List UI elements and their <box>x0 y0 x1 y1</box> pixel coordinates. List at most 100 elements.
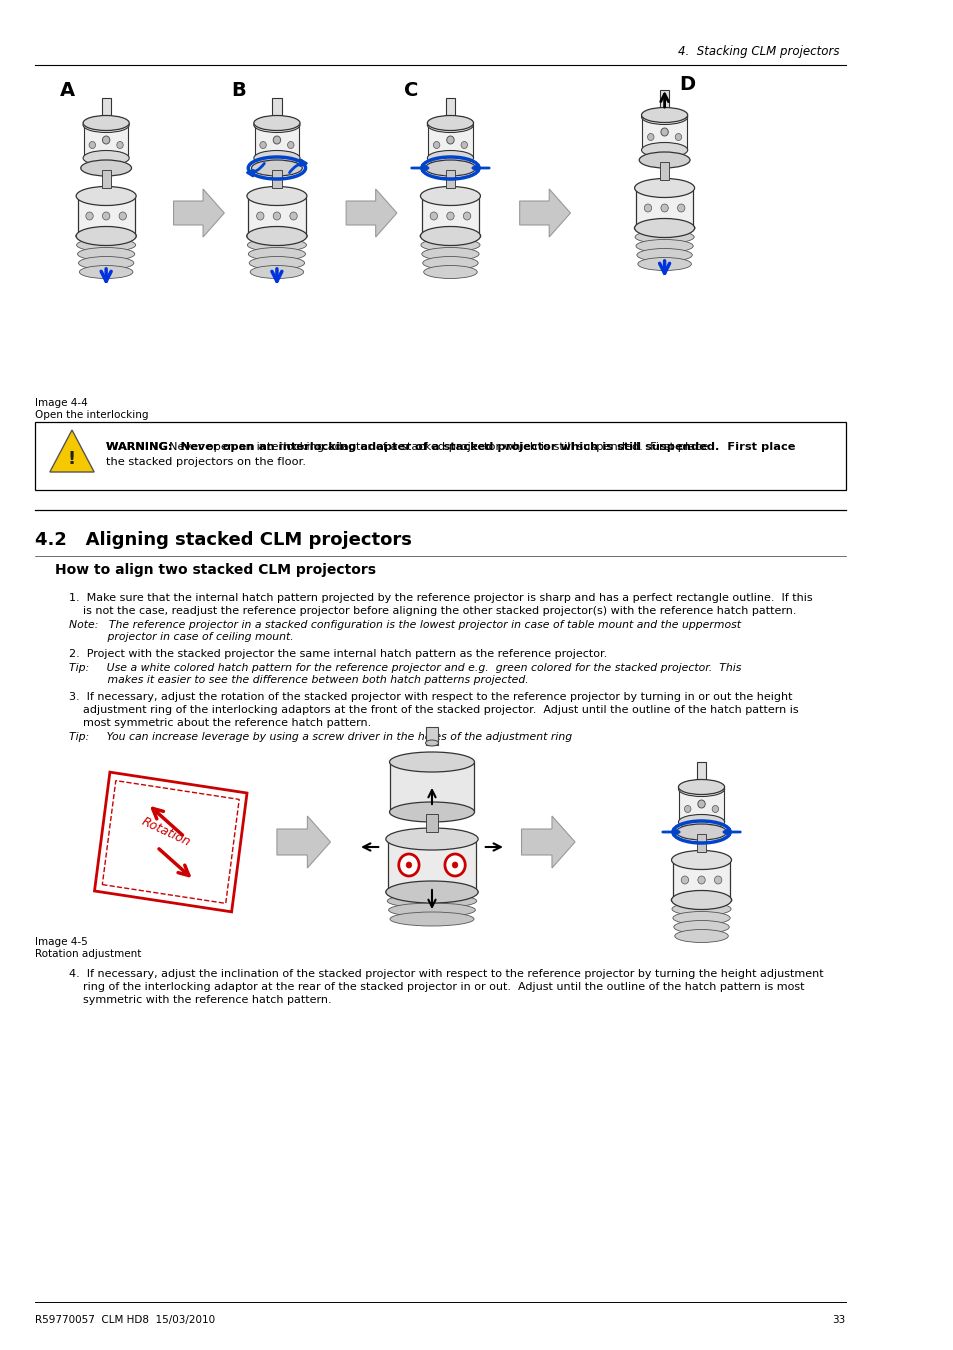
Text: symmetric with the reference hatch pattern.: symmetric with the reference hatch patte… <box>70 995 332 1004</box>
Ellipse shape <box>81 161 132 176</box>
Circle shape <box>680 876 688 884</box>
Circle shape <box>102 212 110 220</box>
Circle shape <box>452 863 457 868</box>
Ellipse shape <box>76 186 136 205</box>
Bar <box>426 728 437 745</box>
Circle shape <box>273 136 280 144</box>
Bar <box>77 198 134 236</box>
Ellipse shape <box>635 231 694 243</box>
Ellipse shape <box>427 150 473 166</box>
Bar <box>697 834 705 852</box>
Bar <box>426 814 437 832</box>
Ellipse shape <box>253 117 299 132</box>
Ellipse shape <box>253 150 299 166</box>
Bar <box>272 170 281 188</box>
Ellipse shape <box>76 227 136 246</box>
Ellipse shape <box>678 814 724 829</box>
Circle shape <box>677 204 684 212</box>
Ellipse shape <box>83 116 129 131</box>
Circle shape <box>675 134 681 140</box>
Bar <box>428 126 472 158</box>
Ellipse shape <box>636 239 693 252</box>
Bar <box>445 170 455 188</box>
Bar <box>390 761 473 811</box>
Ellipse shape <box>634 178 694 197</box>
Circle shape <box>460 142 467 148</box>
Text: adjustment ring of the interlocking adaptors at the front of the stacked project: adjustment ring of the interlocking adap… <box>70 705 798 716</box>
Bar <box>679 788 723 822</box>
Ellipse shape <box>247 239 306 251</box>
Ellipse shape <box>385 828 477 850</box>
Circle shape <box>697 801 704 809</box>
Text: C: C <box>404 81 418 100</box>
Ellipse shape <box>425 161 476 176</box>
Text: 3.  If necessary, adjust the rotation of the stacked projector with respect to t: 3. If necessary, adjust the rotation of … <box>70 693 792 702</box>
Circle shape <box>697 876 704 884</box>
Circle shape <box>89 142 95 148</box>
Text: most symmetric about the reference hatch pattern.: most symmetric about the reference hatch… <box>70 718 371 728</box>
Text: Note:   The reference projector in a stacked configuration is the lowest project: Note: The reference projector in a stack… <box>70 620 740 630</box>
Ellipse shape <box>78 256 133 270</box>
Circle shape <box>406 863 412 868</box>
Bar <box>387 842 476 892</box>
Circle shape <box>290 212 297 220</box>
Ellipse shape <box>676 824 726 840</box>
Circle shape <box>660 128 668 136</box>
Circle shape <box>714 876 721 884</box>
Ellipse shape <box>640 143 687 158</box>
Bar <box>672 863 729 900</box>
Circle shape <box>398 855 418 876</box>
Circle shape <box>119 212 127 220</box>
Ellipse shape <box>427 117 473 132</box>
Text: WARNING:: WARNING: <box>106 441 176 452</box>
Ellipse shape <box>671 850 731 869</box>
Circle shape <box>433 142 439 148</box>
Circle shape <box>647 134 654 140</box>
Ellipse shape <box>248 247 305 261</box>
Ellipse shape <box>670 894 731 906</box>
Text: R59770057  CLM HD8  15/03/2010: R59770057 CLM HD8 15/03/2010 <box>35 1315 215 1324</box>
Circle shape <box>287 142 294 148</box>
Ellipse shape <box>388 903 475 917</box>
Ellipse shape <box>634 219 694 238</box>
Bar <box>101 99 111 120</box>
Ellipse shape <box>247 186 307 205</box>
Circle shape <box>259 142 266 148</box>
Ellipse shape <box>639 153 689 167</box>
Ellipse shape <box>420 186 480 205</box>
Circle shape <box>683 806 690 813</box>
Circle shape <box>643 204 651 212</box>
Ellipse shape <box>83 150 129 166</box>
Text: Never open an interlocking adapter of a stacked projector which is still suspend: Never open an interlocking adapter of a … <box>169 441 707 452</box>
Bar <box>248 198 305 236</box>
Polygon shape <box>94 772 247 911</box>
Polygon shape <box>346 189 396 238</box>
Ellipse shape <box>419 230 480 243</box>
Ellipse shape <box>678 779 724 795</box>
Ellipse shape <box>79 266 132 278</box>
Text: ring of the interlocking adaptor at the rear of the stacked projector in or out.: ring of the interlocking adaptor at the … <box>70 981 804 992</box>
Ellipse shape <box>247 227 307 246</box>
Ellipse shape <box>423 266 476 278</box>
Circle shape <box>463 212 470 220</box>
Bar <box>636 190 693 228</box>
Ellipse shape <box>246 230 307 243</box>
Text: Image 4-5: Image 4-5 <box>35 937 88 946</box>
Ellipse shape <box>678 782 724 796</box>
Text: 1.  Make sure that the internal hatch pattern projected by the reference project: 1. Make sure that the internal hatch pat… <box>70 593 812 603</box>
Text: is not the case, readjust the reference projector before aligning the other stac: is not the case, readjust the reference … <box>70 606 796 616</box>
Bar <box>101 170 111 188</box>
Bar <box>697 761 705 784</box>
Circle shape <box>86 212 93 220</box>
Text: WARNING:  Never open an interlocking adapter of a stacked projector which is sti: WARNING: Never open an interlocking adap… <box>106 441 795 452</box>
Ellipse shape <box>672 911 729 925</box>
Bar <box>659 162 668 180</box>
Text: Open the interlocking: Open the interlocking <box>35 410 149 420</box>
Ellipse shape <box>250 266 303 278</box>
Ellipse shape <box>389 802 474 822</box>
Circle shape <box>102 136 110 144</box>
Ellipse shape <box>249 256 304 270</box>
Ellipse shape <box>387 894 476 909</box>
Ellipse shape <box>77 247 134 261</box>
Ellipse shape <box>640 108 687 123</box>
